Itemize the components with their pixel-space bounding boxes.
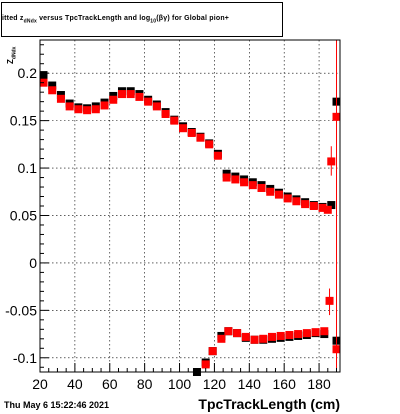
x-tick-label: 100 <box>168 376 192 392</box>
y-tick-label: 0.1 <box>18 160 38 176</box>
data-point <box>83 106 92 115</box>
y-tick-label: 0.05 <box>10 207 37 223</box>
title-sub: dNdx <box>23 18 37 25</box>
data-point <box>309 202 318 210</box>
data-point <box>126 90 135 99</box>
data-point <box>311 328 320 337</box>
data-point <box>161 109 170 118</box>
title-box: itted zdNdx versus TpcTrackLength and lo… <box>1 2 283 37</box>
data-point <box>48 81 57 90</box>
plot-frame <box>39 39 341 373</box>
x-tick-label: 80 <box>137 376 153 392</box>
x-tick-label: 20 <box>32 376 48 392</box>
timestamp: Thu May 6 15:22:46 2021 <box>4 400 110 410</box>
x-tick-label: 120 <box>203 376 227 392</box>
data-point <box>152 102 161 111</box>
data-point <box>196 133 205 142</box>
data-point <box>217 334 226 343</box>
data-point <box>240 178 249 187</box>
data-point <box>302 329 311 338</box>
data-point <box>318 203 327 212</box>
data-point <box>327 157 336 166</box>
data-point <box>248 181 257 190</box>
data-point <box>301 200 310 209</box>
title-suffix: (βγ) for Global pion+ <box>156 15 230 22</box>
data-point <box>224 327 233 336</box>
data-point <box>179 124 188 133</box>
x-tick-label: 40 <box>67 376 83 392</box>
y-tick-label: -0.05 <box>5 302 37 318</box>
data-point <box>100 101 109 110</box>
data-point <box>135 92 144 101</box>
data-point <box>74 105 83 114</box>
data-point <box>56 94 65 103</box>
title-middle: versus TpcTrackLength and log <box>36 15 151 22</box>
data-point <box>325 296 334 305</box>
data-point <box>320 327 329 336</box>
data-point <box>208 347 217 356</box>
data-point <box>241 332 250 341</box>
data-point <box>274 190 283 199</box>
title-prefix: itted z <box>2 15 24 22</box>
x-tick-label: 60 <box>102 376 118 392</box>
data-point <box>267 332 276 341</box>
data-point <box>257 183 266 192</box>
x-tick-label: 140 <box>238 376 262 392</box>
data-point <box>117 90 126 99</box>
y-tick-label: 0.2 <box>18 65 38 81</box>
data-point <box>205 140 214 149</box>
data-point <box>39 71 48 80</box>
data-point <box>170 116 179 125</box>
data-point <box>327 201 336 210</box>
data-point <box>292 197 301 206</box>
y-tick-label: 0 <box>29 255 37 271</box>
data-point <box>222 173 231 182</box>
data-point <box>276 331 285 340</box>
data-point <box>91 105 100 114</box>
data-point <box>231 175 240 184</box>
data-point <box>259 334 268 343</box>
y-axis-label: ZdNdx <box>6 47 18 64</box>
data-point <box>233 329 242 338</box>
data-point <box>65 102 74 111</box>
data-point <box>285 331 294 340</box>
red-series <box>39 40 341 371</box>
data-point <box>283 194 292 203</box>
x-tick-label: 180 <box>307 376 331 392</box>
ylabel-sub: dNdx <box>11 46 18 60</box>
ylabel-main: Z <box>6 59 15 64</box>
chart-grid <box>39 40 340 372</box>
data-point <box>332 112 341 121</box>
y-tick-label: -0.1 <box>13 350 37 366</box>
data-point <box>294 330 303 339</box>
data-point <box>109 95 118 104</box>
title-sub2: 10 <box>150 18 157 25</box>
data-point <box>187 128 196 137</box>
data-point <box>323 205 332 214</box>
data-point <box>201 360 210 369</box>
data-point <box>266 187 275 196</box>
x-tick-label: 160 <box>273 376 297 392</box>
data-point <box>250 335 259 344</box>
y-tick-label: 0.15 <box>10 113 37 129</box>
chart-title: itted zdNdx versus TpcTrackLength and lo… <box>2 15 229 24</box>
data-point <box>213 151 222 160</box>
x-axis-label: TpcTrackLength (cm) <box>198 396 340 412</box>
data-point <box>332 345 341 354</box>
axis-ticks: 20 40 60 80 100 120 140 160 180 -0.1 -0.05 0 0.05 0.1… <box>5 44 338 392</box>
data-point <box>144 97 153 106</box>
data-point <box>48 86 57 95</box>
